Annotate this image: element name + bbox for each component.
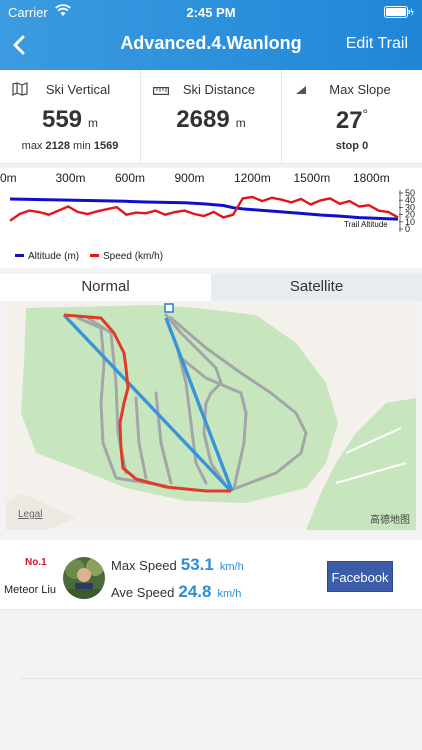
x-tick-label: 1500m [294,171,331,185]
rider-card: No.1 Meteor Liu Max Speed 53.1 km/h Ave Sp… [0,540,422,610]
stat-distance: Ski Distance 2689 m [140,70,280,164]
y-tick-label: 20 [405,210,415,220]
ruler-icon [153,83,170,97]
slope-icon [294,82,310,96]
stat-vertical-range: max 2128 min 1569 [21,140,119,152]
x-tick-label: 900m [175,171,205,185]
wifi-icon [55,4,71,20]
divider [20,678,422,679]
x-tick-label: 1200m [234,171,271,185]
map-type-tabs: Normal Satellite [0,274,422,301]
stat-slope-label: Max Slope [329,82,391,97]
speed-series-line [9,195,399,222]
stat-slope: Max Slope 27° stop 0 [281,70,422,164]
stat-slope-value: 27° [335,106,369,134]
stats-panel: Ski Vertical 559 m max 2128 min 1569 Ski … [0,70,422,164]
chart-legend: Altitude (m) Speed (km/h) [15,251,163,262]
stat-distance-label: Ski Distance [182,82,256,97]
legend-altitude-label: Altitude (m) [28,251,79,262]
map-red-route [63,313,231,493]
map-blue-lifts [62,303,234,493]
x-tick-label: 1800m [353,171,390,185]
avatar[interactable] [63,557,105,599]
y-tick-label: 0 [405,224,410,234]
map-provider-logo: 高德地图 [370,515,410,526]
carrier-label: Carrier [8,5,48,20]
back-button[interactable] [8,31,32,59]
trail-altitude-annotation: Trail Altitude [344,220,388,229]
empty-area [0,612,422,750]
map-gray-trails [76,313,308,492]
legend-speed-swatch [90,254,99,257]
status-time: 2:45 PM [186,5,236,20]
stat-distance-value: 2689 m [176,106,246,133]
legal-link[interactable]: Legal [18,509,43,520]
rider-name: Meteor Liu [4,584,56,596]
x-tick-label: 0m [0,171,17,185]
stat-vertical-label: Ski Vertical [45,82,111,97]
rider-rank: No.1 [25,557,47,568]
stat-vertical-value: 559 m [41,106,99,133]
y-tick-label: 40 [405,195,415,205]
stat-vertical: Ski Vertical 559 m max 2128 min 1569 [0,70,140,164]
battery-icon [384,6,414,18]
map-icon [12,82,28,96]
x-tick-label: 300m [56,171,86,185]
max-speed-row: Max Speed 53.1 km/h [111,555,244,574]
map-canvas [6,303,416,530]
y-tick-label: 10 [405,217,415,227]
tab-normal[interactable]: Normal [0,274,211,301]
altitude-series-line [9,197,399,221]
stat-slope-stop: stop 0 [335,140,369,152]
chevron-left-icon [13,35,25,55]
page-title: Advanced.4.Wanlong [120,33,302,53]
nav-bar: Carrier 2:45 PM Advanced.4.Wanlong Edit … [0,0,422,70]
x-tick-label: 600m [115,171,145,185]
chart-svg: 0m 300m 600m 900m 1200m 1500m 1800m 5040302010… [0,171,415,262]
y-tick-label: 50 [405,188,415,198]
y-tick-label: 30 [405,202,415,212]
status-bar: Carrier 2:45 PM [0,4,422,20]
tab-satellite[interactable]: Satellite [211,274,422,301]
edit-trail-button[interactable]: Edit Trail [345,35,408,52]
elevation-speed-chart: 0m 300m 600m 900m 1200m 1500m 1800m 50 40 30 20 10… [0,168,422,268]
legend-altitude-swatch [15,254,24,257]
legend-speed-label: Speed (km/h) [103,251,163,262]
facebook-share-button[interactable]: Facebook [327,561,393,592]
trail-map[interactable]: Legal 高德地图 [6,303,416,530]
ave-speed-row: Ave Speed 24.8 km/h [111,582,242,601]
